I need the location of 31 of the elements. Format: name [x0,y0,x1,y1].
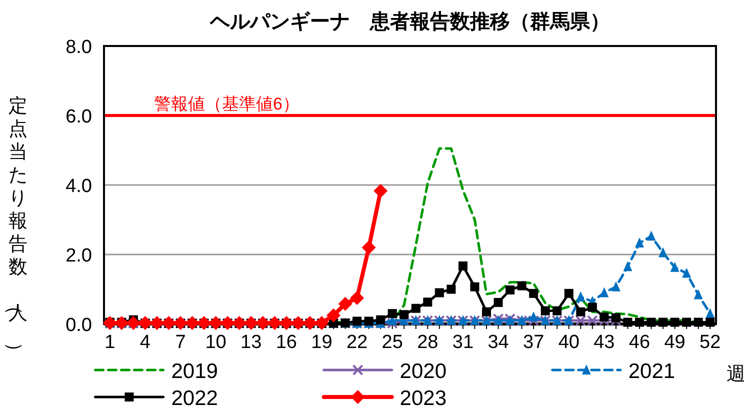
x-axis-title: 週 [726,364,744,385]
x-tick-label: 52 [700,332,721,353]
x-tick-label: 13 [240,332,262,353]
x-tick-label: 7 [175,332,186,353]
x-tick-label: 28 [417,332,438,353]
y-tick-label: 6.0 [66,106,92,128]
legend-label: 2023 [400,387,447,410]
x-tick-label: 31 [452,332,474,353]
y-tick-label: 0.0 [66,315,92,336]
x-tick-label: 40 [558,332,580,353]
chart-title: ヘルパンギーナ 患者報告数推移（群馬県） [209,10,610,33]
x-tick-label: 34 [488,332,510,353]
legend-label: 2021 [628,360,676,383]
y-tick-label: 8.0 [66,37,92,58]
x-tick-label: 16 [276,332,297,353]
x-tick-label: 1 [104,332,116,353]
y-tick-label: 4.0 [66,176,92,197]
legend-label: 2019 [171,360,218,383]
x-tick-label: 10 [205,332,226,353]
x-tick-label: 4 [140,332,151,353]
x-tick-label: 49 [664,332,686,353]
x-tick-label: 22 [346,332,368,353]
ref-line-label: 警報値（基準値6） [154,94,300,114]
x-tick-label: 37 [523,332,544,353]
x-tick-label: 25 [382,332,403,353]
y-tick-label: 2.0 [66,246,92,266]
legend-label: 2022 [171,387,218,410]
legend-label: 2020 [400,360,447,383]
x-tick-label: 19 [311,332,332,353]
x-tick-label: 43 [594,332,615,353]
x-tick-label: 46 [628,332,650,353]
